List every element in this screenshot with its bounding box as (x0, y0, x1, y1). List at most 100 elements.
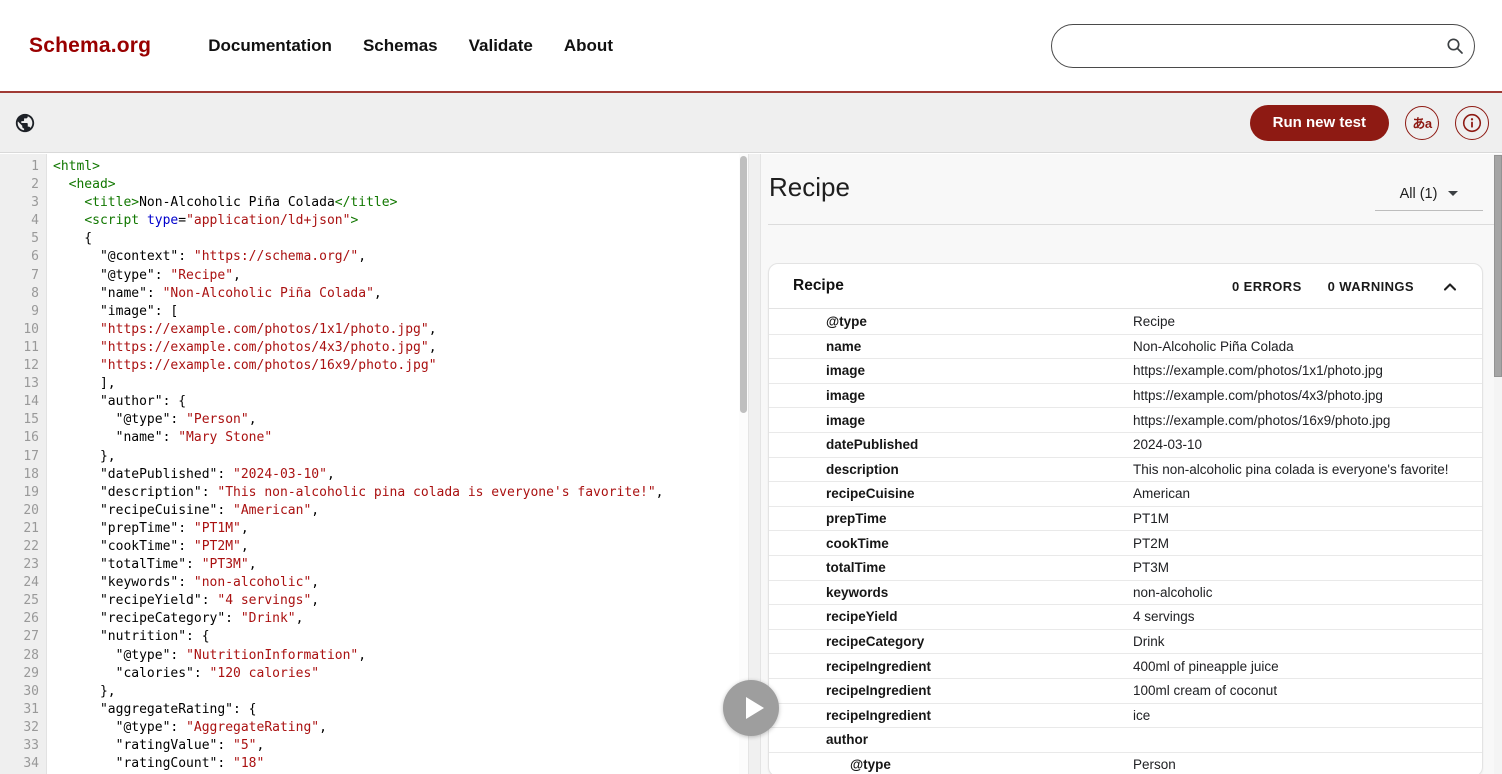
property-row: name Non-Alcoholic Piña Colada (769, 333, 1482, 359)
collapse-card-button[interactable] (1440, 278, 1460, 295)
property-name: image (826, 412, 866, 428)
nav-validate[interactable]: Validate (468, 35, 533, 55)
code-line: }, (53, 448, 116, 464)
entity-card-status: 0 ERRORS 0 WARNINGS (1232, 278, 1460, 295)
line-number: 25 (23, 593, 39, 609)
property-row: image https://example.com/photos/1x1/phot… (769, 358, 1482, 383)
property-name: image (826, 388, 866, 404)
property-row: image https://example.com/photos/16x9/pho… (769, 407, 1482, 432)
search-icon[interactable] (1436, 37, 1474, 55)
property-value: https://example.com/photos/4x3/photo.jpg (1133, 388, 1383, 404)
property-row: recipeCuisine American (769, 481, 1482, 506)
code-line: <title>Non-Alcoholic Piña Colada</title> (84, 195, 398, 211)
code-line: "@type": "AggregateRating", (53, 719, 327, 735)
play-icon (746, 697, 764, 719)
property-value: This non-alcoholic pina colada is everyo… (1133, 461, 1449, 477)
globe-icon (14, 112, 36, 134)
property-value: 100ml cream of coconut (1133, 683, 1278, 699)
line-number: 33 (23, 738, 39, 753)
property-row: datePublished 2024-03-10 (769, 431, 1482, 457)
line-number: 23 (23, 557, 39, 573)
info-button[interactable] (1455, 105, 1489, 140)
type-filter-label: All (1) (1399, 185, 1438, 202)
line-number: 21 (23, 520, 39, 536)
code-line: <script type="application/ld+json"> (84, 213, 359, 229)
page-scrollbar-thumb[interactable] (1494, 155, 1502, 377)
line-number: 32 (23, 719, 39, 735)
results-header: Recipe All (1) (768, 154, 1502, 225)
line-number: 1 (31, 159, 39, 174)
code-line: "calories": "120 calories" (53, 665, 320, 681)
line-number: 18 (23, 466, 39, 482)
line-number: 14 (23, 394, 39, 410)
property-name: recipeIngredient (826, 683, 932, 699)
property-value: non-alcoholic (1133, 584, 1213, 600)
schema-org-logo[interactable]: Schema.org (29, 33, 152, 57)
line-number: 17 (23, 448, 39, 464)
errors-count: 0 ERRORS (1231, 278, 1302, 294)
line-number: 6 (31, 249, 39, 265)
chevron-down-icon (1448, 191, 1459, 196)
code-line: "nutrition": { (53, 629, 210, 645)
code-line: "image": [ (53, 303, 179, 319)
code-line: "ratingCount": "18" (53, 756, 265, 772)
code-line: "@context": "https://schema.org/", (53, 249, 367, 265)
property-name: name (826, 338, 862, 354)
property-name: recipeIngredient (826, 658, 932, 674)
property-row: totalTime PT3M (769, 554, 1482, 580)
property-value: 400ml of pineapple juice (1133, 658, 1279, 674)
property-row: keywords non-alcoholic (769, 579, 1482, 605)
page-scrollbar (1494, 154, 1502, 774)
editor-gutter: 1 2 3 4 5 6 7 8 9 10 11 12 13 14 15 16 17 18 19 20 21 22 23 24 2… (0, 154, 47, 774)
code-line: "description": "This non-alcoholic pina … (53, 484, 664, 500)
code-line: ], (53, 376, 116, 392)
line-number: 16 (23, 430, 39, 446)
editor-scrollbar-thumb[interactable] (740, 156, 747, 413)
property-name: totalTime (826, 560, 886, 576)
search-input[interactable] (1052, 37, 1436, 55)
property-value: Drink (1133, 634, 1165, 650)
line-number: 26 (23, 611, 39, 627)
line-number: 9 (31, 303, 39, 319)
code-line: "@type": "Recipe", (53, 267, 241, 283)
line-number: 12 (23, 358, 39, 374)
main-nav: Documentation Schemas Validate About (208, 36, 613, 56)
line-number: 7 (31, 267, 39, 283)
code-line: "datePublished": "2024-03-10", (53, 466, 335, 482)
run-test-play-button[interactable] (723, 680, 779, 736)
line-number: 10 (23, 321, 39, 337)
property-value: PT1M (1133, 511, 1170, 527)
line-number: 2 (31, 177, 39, 193)
code-editor[interactable]: 1 2 3 4 5 6 7 8 9 10 11 12 13 14 15 16 17 18 19 20 21 22 23 24 2… (0, 154, 748, 774)
code-line: "author": { (53, 394, 187, 410)
property-value: American (1133, 486, 1191, 502)
main-split: 1 2 3 4 5 6 7 8 9 10 11 12 13 14 15 16 17 18 19 20 21 22 23 24 2… (0, 154, 1502, 774)
code-line: "aggregateRating": { (53, 701, 257, 717)
line-number: 11 (23, 339, 39, 355)
property-name: recipeYield (826, 609, 898, 625)
line-number: 22 (23, 538, 39, 554)
property-value: 2024-03-10 (1133, 437, 1203, 453)
type-filter-select[interactable]: All (1) (1375, 177, 1483, 211)
nav-schemas[interactable]: Schemas (362, 35, 438, 55)
code-line: "@type": "Person", (53, 412, 257, 428)
code-line: }, (53, 683, 116, 699)
code-line: "@type": "NutritionInformation", (53, 647, 367, 663)
nav-documentation[interactable]: Documentation (208, 35, 332, 55)
translate-button[interactable]: あa (1405, 105, 1439, 140)
property-name: keywords (826, 584, 889, 600)
toolbar-actions: Run new test あa (1249, 104, 1489, 141)
editor-code: <html> <head> <title>Non-Alcoholic Piña … (47, 154, 748, 774)
code-line: "recipeCuisine": "American", (53, 502, 320, 518)
property-value: PT3M (1133, 560, 1170, 576)
line-number: 31 (23, 701, 39, 717)
property-value: Recipe (1133, 313, 1176, 329)
nav-about[interactable]: About (563, 35, 613, 55)
property-row: author (769, 727, 1482, 752)
line-number: 27 (23, 629, 39, 645)
property-row: @type Recipe (769, 309, 1482, 334)
run-new-test-button[interactable]: Run new test (1249, 104, 1389, 141)
line-number: 24 (23, 575, 39, 591)
code-line: "name": "Non-Alcoholic Piña Colada", (53, 285, 382, 301)
property-row: prepTime PT1M (769, 505, 1482, 531)
